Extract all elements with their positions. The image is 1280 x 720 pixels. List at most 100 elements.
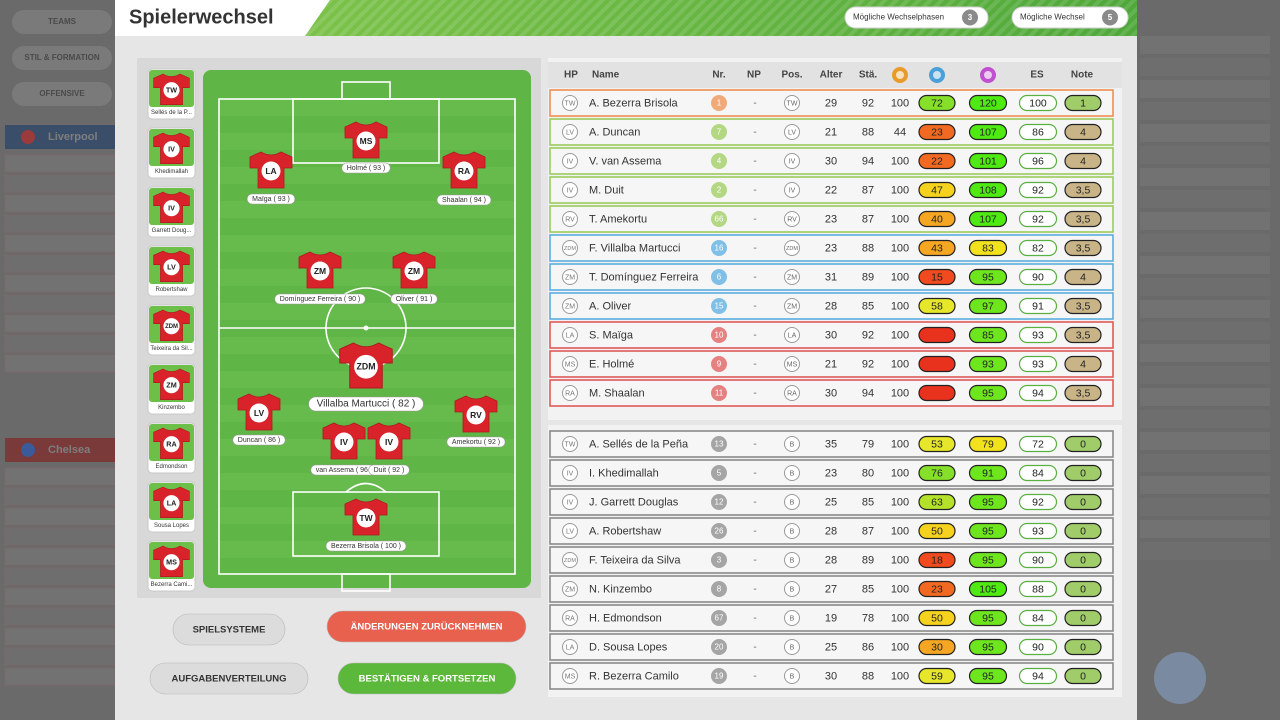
pos-circle: [784, 552, 800, 568]
hp-circle: [562, 639, 578, 655]
player-row[interactable]: TW A. Bezerra Brisola 1 - TW 29 92 100 72 120 100 1: [549, 89, 1114, 117]
counter-pill: [844, 6, 989, 29]
bench-card[interactable]: LA Sousa Lopes: [147, 481, 196, 533]
player-row[interactable]: ZM A. Oliver 15 - ZM 28 85 100 58 97 91 3,5: [549, 292, 1114, 320]
player-row[interactable]: ZM N. Kinzembo 8 - B 27 85 100 23 105 88 0: [549, 575, 1114, 603]
fit-value: 18: [931, 554, 943, 566]
player-shirt[interactable]: RA: [442, 151, 486, 189]
bench-card[interactable]: LV Robertshaw: [147, 245, 196, 297]
player-label: Amekortu ( 92 ): [452, 439, 500, 446]
fit-value: 50: [931, 612, 943, 624]
bench-card[interactable]: IV Khedimallah: [147, 127, 196, 179]
player-shirt[interactable]: LV: [237, 393, 281, 431]
player-shirt[interactable]: IV: [367, 422, 411, 460]
bench-card[interactable]: IV Garrett Doug...: [147, 186, 196, 238]
player-row[interactable]: RA M. Shaalan 11 - RA 30 94 100 95 94 3,5: [549, 379, 1114, 407]
pitch-player[interactable]: TW Bezerra Brisola ( 100 ): [325, 498, 407, 552]
number: 67: [715, 614, 724, 623]
player-row[interactable]: ZM T. Domínguez Ferreira 6 - ZM 31 89 100 15 95 90…: [549, 263, 1114, 291]
pos-circle: [784, 211, 800, 227]
pitch-player[interactable]: IV Duit ( 92 ): [367, 422, 411, 476]
pos-circle: [784, 494, 800, 510]
player-row[interactable]: ZDM F. Teixeira da Silva 3 - B 28 89 100 18 95 90 0: [549, 546, 1114, 574]
player-shirt[interactable]: IV: [322, 422, 366, 460]
pitch-player[interactable]: ZDM Villalba Martucci ( 82 ): [308, 342, 424, 412]
bench-shirt[interactable]: ZM: [153, 368, 190, 400]
mor-value: 97: [982, 300, 994, 312]
button[interactable]: SPIELSYSTEME: [172, 613, 286, 646]
bench-shirt[interactable]: IV: [153, 132, 190, 164]
age: 28: [825, 525, 837, 537]
pitch-player[interactable]: LA Maïga ( 93 ): [246, 151, 296, 205]
bench-card[interactable]: ZDM Teixeira da Sil...: [147, 304, 196, 356]
fit-value: 30: [931, 641, 943, 653]
bench-card[interactable]: ZM Kinzembo: [147, 363, 196, 415]
player-label: Domínguez Ferreira ( 90 ): [280, 296, 361, 303]
player-shirt[interactable]: LA: [249, 151, 293, 189]
shirt-position: IV: [168, 144, 175, 153]
player-shirt[interactable]: MS: [344, 121, 388, 159]
player-row[interactable]: IV M. Duit 2 - IV 22 87 100 47 108 92 3,5: [549, 176, 1114, 204]
player-row[interactable]: LV A. Robertshaw 26 - B 28 87 100 50 95 93 0: [549, 517, 1114, 545]
pitch-player[interactable]: ZM Oliver ( 91 ): [390, 251, 438, 305]
number-badge: [711, 240, 727, 256]
button[interactable]: AUFGABENVERTEILUNG: [149, 662, 309, 695]
bench-card[interactable]: RA Edmondson: [147, 422, 196, 474]
age: 21: [825, 126, 837, 138]
player-row[interactable]: TW A. Sellés de la Peña 13 - B 35 79 100 53 79 72 0: [549, 430, 1114, 458]
menu-button[interactable]: [12, 10, 112, 34]
menu-button[interactable]: [12, 82, 112, 106]
button[interactable]: ÄNDERUNGEN ZURÜCKNEHMEN: [326, 610, 527, 643]
player-shirt[interactable]: TW: [344, 498, 388, 536]
pitch-player[interactable]: LV Duncan ( 86 ): [232, 393, 286, 446]
counter-badge: [962, 9, 978, 26]
player-shirt[interactable]: RV: [454, 395, 498, 433]
hp: ZDM: [564, 558, 576, 564]
pitch-player[interactable]: ZM Domínguez Ferreira ( 90 ): [274, 251, 366, 305]
player-shirt[interactable]: ZM: [298, 251, 342, 289]
bench-shirt[interactable]: MS: [153, 545, 190, 577]
pos-circle: [784, 639, 800, 655]
es-value: 82: [1032, 242, 1044, 254]
shirt-position: MS: [166, 557, 177, 566]
player-row[interactable]: MS R. Bezerra Camilo 19 - B 30 88 100 59 95 94 0: [549, 662, 1114, 690]
bench-card[interactable]: MS Bezerra Cami...: [147, 540, 196, 592]
bench-shirt[interactable]: IV: [153, 191, 190, 223]
counter-value: 3: [968, 13, 973, 22]
player-row[interactable]: ZDM F. Villalba Martucci 16 - ZDM 23 88 100 43 83…: [549, 234, 1114, 262]
bench-card[interactable]: TW Sellés de la P...: [147, 68, 196, 120]
player-row[interactable]: LV A. Duncan 7 - LV 21 88 44 23 107 86 4: [549, 118, 1114, 146]
player-shirt[interactable]: ZM: [392, 251, 436, 289]
pitch-stripe: [219, 167, 515, 184]
button[interactable]: BESTÄTIGEN & FORTSETZEN: [337, 662, 517, 695]
player-shirt[interactable]: ZDM: [339, 342, 393, 389]
pitch-player[interactable]: MS Holmé ( 93 ): [341, 121, 391, 174]
number-badge: [711, 95, 727, 111]
player-row[interactable]: IV J. Garrett Douglas 12 - B 25 85 100 63 95 92 0: [549, 488, 1114, 516]
player-row[interactable]: IV I. Khedimallah 5 - B 23 80 100 76 91 84 0: [549, 459, 1114, 487]
shirt-position: ZM: [166, 380, 176, 389]
player-row[interactable]: LA D. Sousa Lopes 20 - B 25 86 100 30 95 90 0: [549, 633, 1114, 661]
pos-circle: [784, 298, 800, 314]
bench-shirt[interactable]: RA: [153, 427, 190, 459]
shirt-position: IV: [340, 437, 348, 447]
player-row[interactable]: RA H. Edmondson 67 - B 19 78 100 50 95 84 0: [549, 604, 1114, 632]
position: TW: [787, 100, 798, 107]
pitch-player[interactable]: RV Amekortu ( 92 ): [446, 395, 506, 448]
menu-button[interactable]: [12, 46, 112, 70]
player-row[interactable]: MS E. Holmé 9 - MS 21 92 100 93 93 4: [549, 350, 1114, 378]
number-badge: [711, 298, 727, 314]
condition: 100: [891, 155, 909, 167]
bench-shirt[interactable]: LA: [153, 486, 190, 518]
bench-shirt[interactable]: TW: [153, 73, 190, 105]
player-row[interactable]: RV T. Amekortu 66 - RV 23 87 100 40 107 92 3,5: [549, 205, 1114, 233]
mor-box: [968, 210, 1008, 228]
player-row[interactable]: LA S. Maïga 10 - LA 30 92 100 85 93 3,5: [549, 321, 1114, 349]
np: -: [753, 388, 756, 399]
pitch-player[interactable]: IV van Assema ( 96 ): [310, 422, 378, 476]
strength: 94: [862, 387, 874, 399]
player-row[interactable]: IV V. van Assema 4 - IV 30 94 100 22 101 96 4: [549, 147, 1114, 175]
pitch-player[interactable]: RA Shaalan ( 94 ): [436, 151, 492, 206]
bench-shirt[interactable]: LV: [153, 250, 190, 282]
bench-shirt[interactable]: ZDM: [153, 309, 190, 341]
